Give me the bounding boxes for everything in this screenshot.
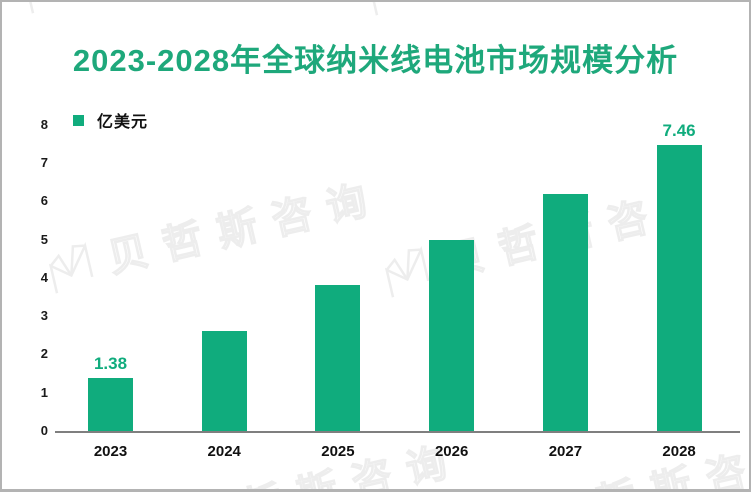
- x-tick-label: 2023: [93, 443, 128, 460]
- legend-swatch-icon: [73, 114, 84, 126]
- y-tick-label: 6: [40, 193, 48, 209]
- bar-2028: [656, 145, 702, 431]
- bar-value-label: 7.46: [662, 121, 696, 141]
- y-tick-label: 2: [40, 346, 48, 362]
- legend: 亿美元: [73, 108, 148, 132]
- x-tick-label: 2027: [548, 443, 583, 460]
- bar-2025: [315, 285, 361, 431]
- y-tick-label: 8: [40, 116, 48, 132]
- chart-title: 2023-2028年全球纳米线电池市场规模分析: [72, 43, 679, 78]
- x-tick-label: 2025: [321, 443, 355, 460]
- x-tick-label: 2024: [207, 443, 241, 460]
- y-tick-label: 3: [40, 308, 48, 324]
- bar-2027: [542, 193, 588, 431]
- x-tick-label: 2028: [662, 443, 696, 460]
- y-tick-label: 4: [40, 269, 48, 285]
- bar-2026: [429, 239, 475, 431]
- legend-label: 亿美元: [97, 114, 149, 131]
- y-tick-label: 7: [40, 154, 48, 170]
- bar-2024: [201, 331, 247, 431]
- bar-value-label: 1.38: [93, 354, 128, 374]
- y-tick-label: 1: [40, 384, 48, 400]
- x-tick-label: 2026: [434, 443, 469, 460]
- x-axis-line: [55, 431, 740, 433]
- y-tick-label: 5: [40, 231, 48, 247]
- y-tick-label: 0: [40, 423, 48, 438]
- bar-2023: [88, 378, 133, 431]
